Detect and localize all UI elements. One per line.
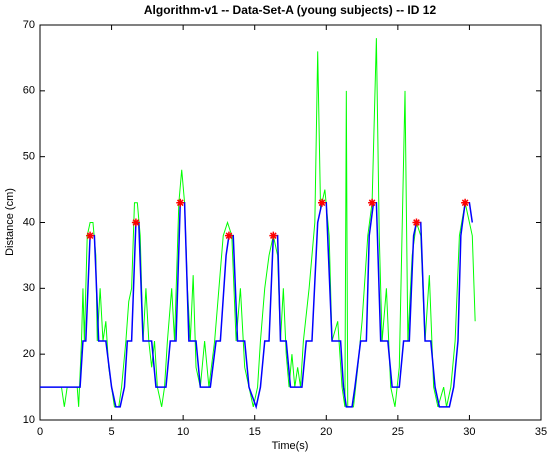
x-axis-label: Time(s) xyxy=(272,440,309,452)
peak-marker xyxy=(176,198,185,207)
peak-marker xyxy=(461,198,470,207)
y-tick-label: 50 xyxy=(23,151,35,163)
y-tick-label: 30 xyxy=(23,282,35,294)
peak-marker xyxy=(86,231,95,240)
y-tick-label: 20 xyxy=(23,348,35,360)
x-tick-label: 30 xyxy=(463,426,475,438)
x-tick-label: 0 xyxy=(37,426,43,438)
x-tick-label: 20 xyxy=(320,426,332,438)
y-tick-label: 10 xyxy=(23,414,35,426)
x-tick-label: 35 xyxy=(535,426,547,438)
plot-area xyxy=(39,24,542,421)
peak-marker xyxy=(224,231,233,240)
y-tick-label: 60 xyxy=(23,85,35,97)
x-tick-label: 25 xyxy=(392,426,404,438)
x-tick-label: 15 xyxy=(249,426,261,438)
peak-marker xyxy=(269,231,278,240)
peak-marker xyxy=(317,198,326,207)
x-tick-label: 5 xyxy=(109,426,115,438)
peak-marker xyxy=(412,218,421,227)
chart-title: Algorithm-v1 -- Data-Set-A (young subjec… xyxy=(144,3,437,17)
y-tick-label: 70 xyxy=(23,19,35,31)
peak-marker xyxy=(368,198,377,207)
y-axis-label: Distance (cm) xyxy=(4,188,16,256)
peak-marker xyxy=(131,218,140,227)
y-tick-label: 40 xyxy=(23,216,35,228)
x-tick-label: 10 xyxy=(177,426,189,438)
